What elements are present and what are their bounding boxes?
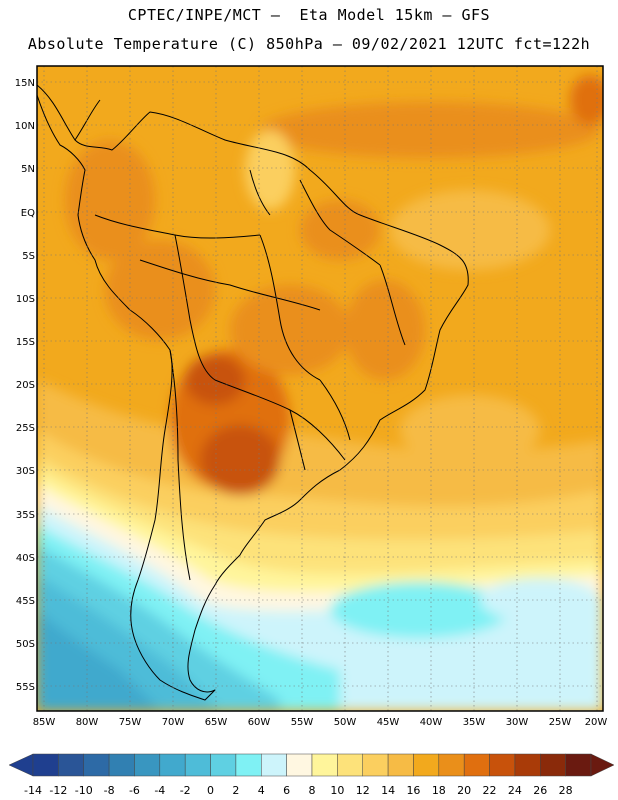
lon-label: 85W: [33, 717, 56, 728]
colorbar-label: 2: [232, 784, 239, 797]
colorbar-cell: [438, 753, 465, 777]
lat-label: 10S: [16, 294, 35, 305]
lat-label: 45S: [16, 596, 35, 607]
colorbar-cell: [58, 753, 84, 777]
colorbar-cell: [159, 753, 186, 777]
lon-label: 35W: [463, 717, 486, 728]
colorbar-cell: [32, 753, 59, 777]
lat-label: 55S: [16, 682, 35, 693]
lon-label: 75W: [119, 717, 142, 728]
colorbar-label: 20: [457, 784, 471, 797]
colorbar-cell: [108, 753, 135, 777]
lon-label: 25W: [549, 717, 572, 728]
lon-label: 55W: [291, 717, 314, 728]
lon-label: 60W: [248, 717, 271, 728]
colorbar-label: 8: [309, 784, 316, 797]
colorbar-cell: [540, 753, 566, 777]
colorbar-low-arrow: [8, 753, 34, 777]
colorbar-cell: [565, 753, 592, 777]
colorbar-label: 14: [381, 784, 395, 797]
lat-label: 5S: [22, 251, 35, 262]
lon-label: 30W: [506, 717, 529, 728]
lon-label: 40W: [420, 717, 443, 728]
colorbar-cell: [463, 753, 490, 777]
colorbar-label: 22: [483, 784, 497, 797]
colorbar-label: -12: [49, 784, 67, 797]
colorbar-cell: [387, 753, 414, 777]
map-title-line2: Absolute Temperature (C) 850hPa – 09/02/…: [27, 35, 591, 53]
colorbar-label: 6: [283, 784, 290, 797]
colorbar-cell: [134, 753, 161, 777]
lon-label: 80W: [76, 717, 99, 728]
colorbar-high-arrow: [590, 753, 615, 777]
colorbar-label: 12: [356, 784, 370, 797]
colorbar-label: -6: [129, 784, 140, 797]
lat-label: 50S: [16, 639, 35, 650]
colorbar-label: -2: [180, 784, 191, 797]
lon-label: 70W: [162, 717, 185, 728]
colorbar-cell: [83, 753, 110, 777]
colorbar: -14 -12 -10 -8 -6 -4 -2 0 2 4 6 8 10 12 14 16 18 20 22 24 26…: [8, 753, 615, 797]
colorbar-label: -4: [154, 784, 165, 797]
colorbar-label: -14: [24, 784, 42, 797]
colorbar-label: 4: [258, 784, 265, 797]
colorbar-cell: [261, 753, 287, 777]
lat-label: 30S: [16, 466, 35, 477]
colorbar-label: 0: [207, 784, 214, 797]
colorbar-label: 26: [533, 784, 547, 797]
colorbar-cell: [286, 753, 313, 777]
lat-label: 10N: [15, 121, 35, 132]
colorbar-label: 18: [432, 784, 446, 797]
colorbar-label: 16: [406, 784, 420, 797]
coastlines: [37, 84, 469, 701]
colorbar-cell: [210, 753, 237, 777]
map-frame: [36, 65, 604, 712]
temperature-field: [37, 66, 603, 711]
lat-label: 35S: [16, 510, 35, 521]
lat-label: 20S: [16, 380, 35, 391]
lat-label: 5N: [21, 164, 35, 175]
colorbar-label: 10: [330, 784, 344, 797]
latitude-axis: 15N 10N 5N EQ 5S 10S 15S 20S 25S 30S 35S…: [15, 78, 35, 693]
lon-label: 45W: [377, 717, 400, 728]
colorbar-cell: [362, 753, 389, 777]
lat-label: 25S: [16, 423, 35, 434]
map-title-line1: CPTEC/INPE/MCT – Eta Model 15km – GFS: [127, 6, 491, 24]
lon-label: 65W: [205, 717, 228, 728]
lat-label: 40S: [16, 553, 35, 564]
lat-label: 15S: [16, 337, 35, 348]
colorbar-cell: [514, 753, 541, 777]
lat-label: 15N: [15, 78, 35, 89]
colorbar-cell: [184, 753, 211, 777]
lon-label: 50W: [334, 717, 357, 728]
colorbar-label: 28: [559, 784, 573, 797]
colorbar-cell: [489, 753, 516, 777]
colorbar-cell: [311, 753, 338, 777]
colorbar-label: -10: [75, 784, 93, 797]
lat-label: EQ: [21, 208, 35, 219]
colorbar-label: -8: [104, 784, 115, 797]
colorbar-cell: [337, 753, 363, 777]
lon-label: 20W: [585, 717, 608, 728]
colorbar-cell: [413, 753, 440, 777]
colorbar-label: 24: [508, 784, 522, 797]
colorbar-cell: [235, 753, 262, 777]
longitude-axis: 85W 80W 75W 70W 65W 60W 55W 50W 45W 40W …: [33, 717, 608, 728]
